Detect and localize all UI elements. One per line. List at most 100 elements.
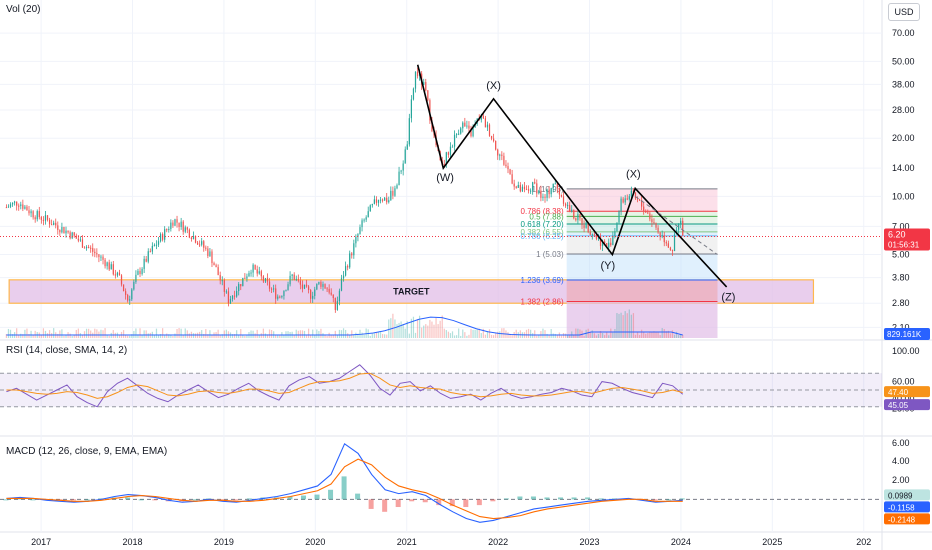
candle-body	[98, 254, 100, 258]
candle-body	[248, 273, 250, 277]
volume-bar	[579, 329, 581, 338]
candle-body	[7, 206, 10, 208]
volume-bar	[236, 330, 238, 338]
candle-body	[118, 272, 121, 276]
volume-bar	[7, 328, 10, 338]
candle-body	[240, 284, 242, 287]
candle-body	[653, 222, 655, 224]
candle-body	[587, 222, 589, 233]
candle-body	[636, 198, 639, 200]
volume-bar	[575, 328, 577, 338]
candle-body	[28, 210, 30, 214]
volume-bar	[445, 330, 447, 338]
volume-bar	[266, 334, 269, 338]
volume-bar	[564, 333, 567, 338]
x-tick-label: 2024	[671, 537, 691, 547]
candle-body	[88, 246, 90, 248]
volume-bar	[497, 331, 499, 338]
candle-body	[536, 183, 538, 194]
candle-body	[299, 280, 301, 285]
volume-bar	[40, 334, 42, 338]
macd-histogram-bar	[152, 499, 158, 501]
candle-body	[562, 196, 565, 204]
volume-bar	[5, 334, 8, 338]
candle-body	[630, 190, 632, 197]
candle-body	[466, 125, 468, 127]
candle-body	[453, 134, 456, 147]
volume-legend[interactable]: Vol (20)	[6, 4, 41, 15]
candle-body	[392, 190, 394, 196]
candle-body	[157, 241, 160, 245]
volume-bar	[133, 330, 135, 338]
volume-bar	[379, 331, 382, 338]
target-zone-label: TARGET	[393, 287, 430, 297]
candle-body	[229, 298, 232, 304]
candle-body	[618, 211, 620, 223]
last-price-value: 6.20	[888, 230, 906, 240]
volume-bar	[295, 329, 297, 338]
volume-bar	[614, 328, 616, 338]
candle-body	[558, 188, 561, 195]
candle-body	[659, 232, 661, 236]
candle-body	[357, 234, 359, 237]
candle-body	[468, 125, 470, 129]
candle-body	[110, 264, 112, 270]
volume-bar	[569, 335, 571, 338]
macd-histogram-bar	[503, 498, 509, 500]
volume-bar	[406, 321, 408, 338]
rsi-value-tag	[884, 399, 930, 411]
candle-body	[474, 123, 476, 128]
volume-bar	[573, 334, 575, 338]
candle-body	[201, 241, 203, 245]
volume-bar	[102, 330, 104, 338]
elliott-wave-line	[416, 64, 728, 288]
candle-body	[550, 188, 552, 195]
candle-body	[151, 245, 153, 252]
volume-bar	[90, 330, 92, 338]
candle-body	[583, 225, 585, 228]
candle-body	[624, 198, 626, 203]
macd-legend[interactable]: MACD (12, 26, close, 9, EMA, EMA)	[6, 446, 168, 457]
volume-bar	[112, 330, 114, 338]
candle-body	[221, 280, 223, 282]
volume-bar	[303, 330, 306, 338]
candle-body	[312, 295, 314, 299]
volume-bar	[536, 335, 538, 338]
volume-bar	[682, 334, 684, 338]
volume-bar	[472, 329, 474, 338]
candle-body	[172, 222, 174, 226]
currency-button[interactable]: USD	[888, 3, 920, 21]
volume-bar	[307, 328, 310, 338]
volume-bar	[414, 332, 417, 338]
volume-bar	[85, 328, 88, 338]
candle-body	[310, 290, 312, 299]
candle-body	[250, 272, 252, 274]
volume-bar	[647, 332, 649, 338]
volume-bar	[433, 324, 435, 338]
candle-body	[671, 250, 674, 252]
candle-body	[402, 163, 404, 171]
rsi-legend[interactable]: RSI (14, close, SMA, 14, 2)	[6, 345, 128, 356]
volume-bar	[18, 334, 20, 338]
candle-body	[560, 194, 563, 197]
candle-body	[593, 234, 595, 236]
volume-bar	[466, 335, 468, 338]
candle-body	[577, 214, 579, 221]
volume-bar	[347, 333, 349, 338]
volume-bar	[137, 334, 139, 338]
candle-body	[511, 174, 513, 184]
volume-bar	[657, 332, 659, 338]
candle-body	[77, 238, 79, 241]
macd-histogram-bar	[571, 497, 577, 500]
fib-zone	[566, 280, 718, 302]
candle-body	[326, 288, 328, 290]
candle-body	[20, 204, 22, 206]
volume-bar	[330, 334, 332, 338]
volume-bar	[381, 333, 384, 338]
macd-tick-label: 4.00	[892, 456, 910, 466]
candle-body	[289, 275, 291, 285]
volume-bar	[51, 333, 53, 338]
volume-bar	[170, 335, 172, 338]
candle-body	[680, 220, 682, 224]
